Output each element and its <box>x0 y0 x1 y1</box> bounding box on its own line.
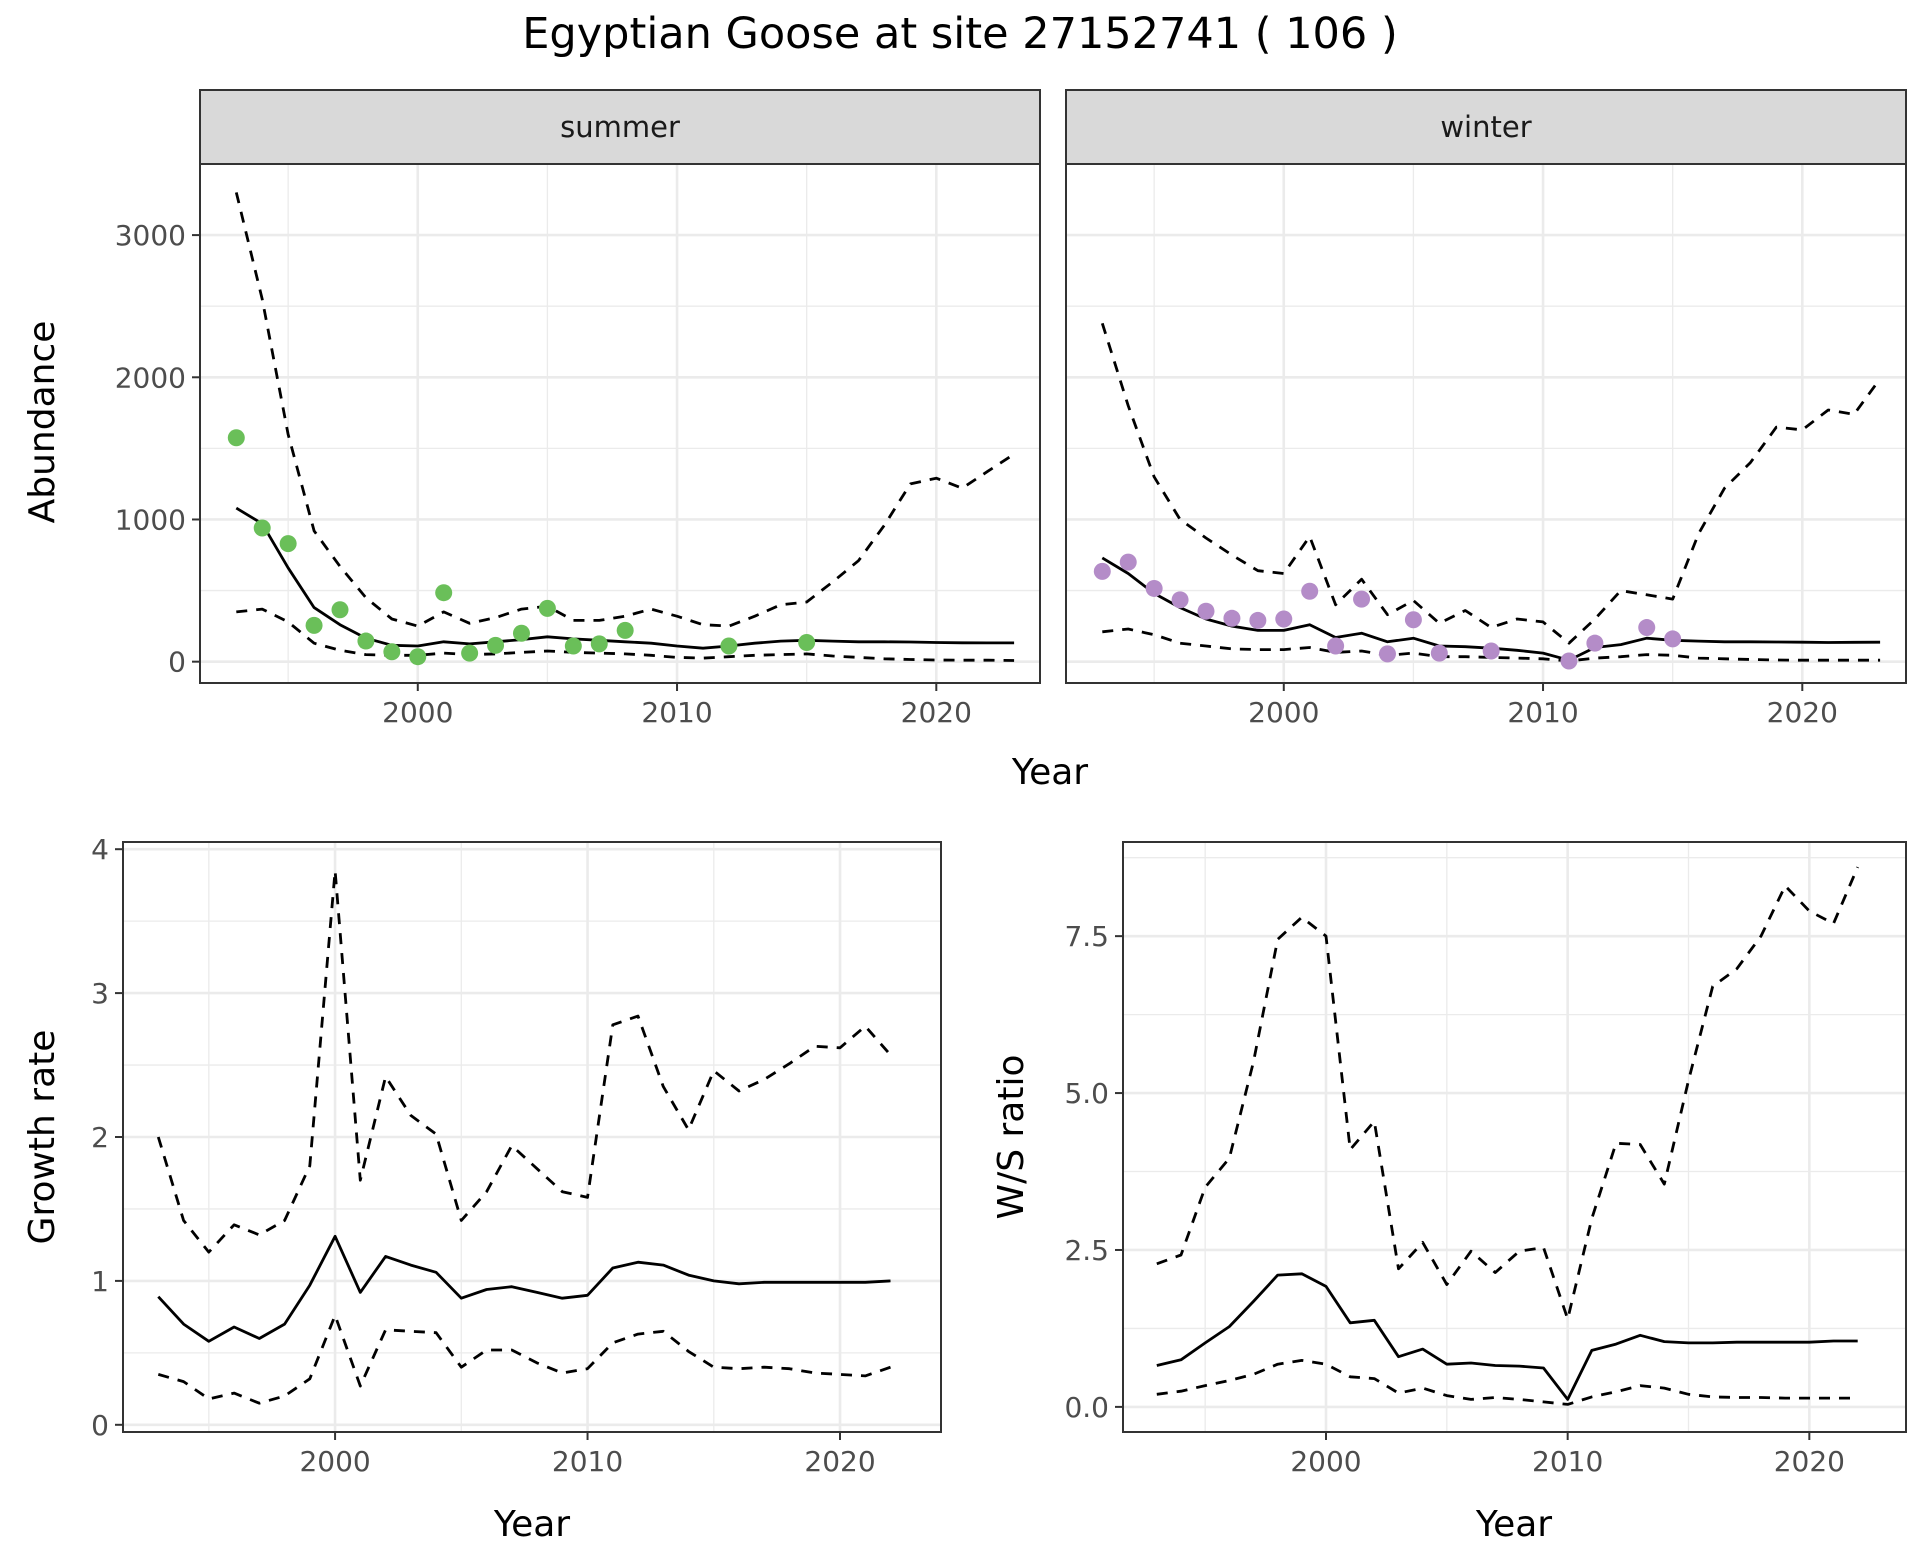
confidence-bound-line <box>1156 866 1859 1321</box>
y-tick-label: 2.5 <box>1064 1234 1109 1267</box>
y-tick-label: 0 <box>91 1409 109 1442</box>
x-tick-label: 2000 <box>1248 696 1319 729</box>
y-tick-label: 0.0 <box>1064 1391 1109 1424</box>
estimate-line <box>1156 1272 1858 1401</box>
data-point <box>279 535 297 553</box>
data-point <box>1223 609 1241 627</box>
confidence-bound-line <box>1100 322 1882 645</box>
confidence-bound-line <box>156 869 892 1254</box>
x-tick-label: 2020 <box>804 1445 875 1478</box>
confidence-bound-line <box>1156 1359 1858 1406</box>
data-point <box>1586 634 1604 652</box>
data-point <box>1638 619 1656 637</box>
ws-ratio-panel: 2000 2010 2020 0.0 2.5 5.0 7.5 Year W/S ratio <box>991 841 1907 1545</box>
data-point <box>538 599 556 617</box>
data-point <box>1430 644 1448 662</box>
x-axis-title: Year <box>1475 1504 1552 1545</box>
data-point <box>1327 637 1345 655</box>
data-point <box>1093 562 1111 580</box>
data-point <box>1171 591 1189 609</box>
data-point <box>1301 582 1319 600</box>
winter-panel: winter 2000 2010 2020 <box>1065 89 1907 729</box>
data-point <box>331 601 349 619</box>
x-tick-label: 2000 <box>299 1445 370 1478</box>
y-tick-label: 7.5 <box>1064 920 1109 953</box>
data-point <box>487 636 505 654</box>
x-tick-label: 2020 <box>1774 1445 1845 1478</box>
y-tick-label: 2000 <box>115 361 186 394</box>
x-tick-label: 2010 <box>641 696 712 729</box>
data-point <box>616 621 634 639</box>
data-point <box>409 648 427 666</box>
data-point <box>1353 590 1371 608</box>
confidence-bound-line <box>236 607 1015 662</box>
y-tick-label: 1 <box>91 1265 109 1298</box>
data-point <box>798 633 816 651</box>
y-axis-title: W/S ratio <box>991 1054 1032 1219</box>
data-point <box>383 643 401 661</box>
data-point <box>1378 645 1396 663</box>
x-tick-label: 2000 <box>1290 1445 1361 1478</box>
strip-label: winter <box>1440 110 1531 144</box>
data-point <box>435 584 453 602</box>
data-point <box>1145 579 1163 597</box>
x-tick-label: 2000 <box>382 696 453 729</box>
y-axis-title: Growth rate <box>22 1030 63 1245</box>
data-point <box>461 644 479 662</box>
x-tick-label: 2010 <box>1507 696 1578 729</box>
data-point <box>357 632 375 650</box>
data-point <box>720 637 738 655</box>
strip-header <box>1065 89 1907 165</box>
panel-background <box>1123 842 1906 1432</box>
data-point <box>1482 642 1500 660</box>
x-axis-title: Year <box>493 1504 570 1545</box>
data-point <box>590 635 608 653</box>
x-tick-label: 2010 <box>552 1445 623 1478</box>
data-point <box>227 429 245 447</box>
top-x-axis-title: Year <box>1011 752 1088 793</box>
strip-header <box>199 89 1041 165</box>
data-point <box>1275 610 1293 628</box>
strip-label: summer <box>560 110 680 144</box>
y-tick-label: 1000 <box>115 503 186 536</box>
main-title: Egyptian Goose at site 27152741 ( 106 ) <box>522 9 1397 59</box>
confidence-bound-line <box>157 1314 891 1405</box>
x-tick-label: 2020 <box>1767 696 1838 729</box>
data-point <box>1249 611 1267 629</box>
panel-background <box>200 164 1040 683</box>
data-point <box>564 637 582 655</box>
y-tick-label: 0 <box>168 646 186 679</box>
data-point <box>1664 630 1682 648</box>
panel-border <box>1122 841 1907 1433</box>
y-tick-label: 5.0 <box>1064 1077 1109 1110</box>
data-point <box>512 624 530 642</box>
panel-background <box>1066 164 1906 683</box>
summer-panel: summer 2000 2010 2020 0 1000 2000 3000 <box>115 89 1041 729</box>
data-point <box>305 616 323 634</box>
x-tick-label: 2020 <box>901 696 972 729</box>
data-point <box>1119 553 1137 571</box>
data-point <box>1197 602 1215 620</box>
estimate-line <box>157 1234 891 1343</box>
growth-rate-panel: 2000 2010 2020 0 1 2 3 4 Year Growth rate <box>22 833 942 1545</box>
y-tick-label: 2 <box>91 1121 109 1154</box>
y-tick-label: 4 <box>91 833 109 866</box>
top-y-axis-title: Abundance <box>22 321 63 524</box>
y-tick-label: 3000 <box>115 219 186 252</box>
x-tick-label: 2010 <box>1532 1445 1603 1478</box>
data-point <box>1404 611 1422 629</box>
y-tick-label: 3 <box>91 977 109 1010</box>
data-point <box>253 519 271 537</box>
data-point <box>1560 652 1578 670</box>
